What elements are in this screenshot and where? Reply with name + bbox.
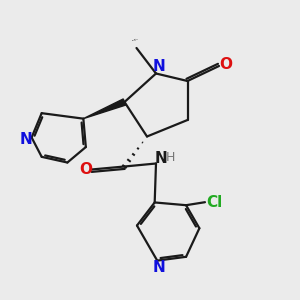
Text: N: N: [154, 151, 167, 166]
Text: methyl: methyl: [134, 39, 139, 40]
Text: O: O: [79, 162, 92, 177]
Text: O: O: [219, 57, 232, 72]
Text: N: N: [152, 260, 165, 275]
Text: N: N: [19, 132, 32, 147]
Text: Cl: Cl: [206, 195, 222, 210]
Polygon shape: [83, 99, 126, 119]
Text: N: N: [153, 59, 165, 74]
Text: H: H: [166, 151, 175, 164]
Text: methyl: methyl: [132, 40, 136, 41]
